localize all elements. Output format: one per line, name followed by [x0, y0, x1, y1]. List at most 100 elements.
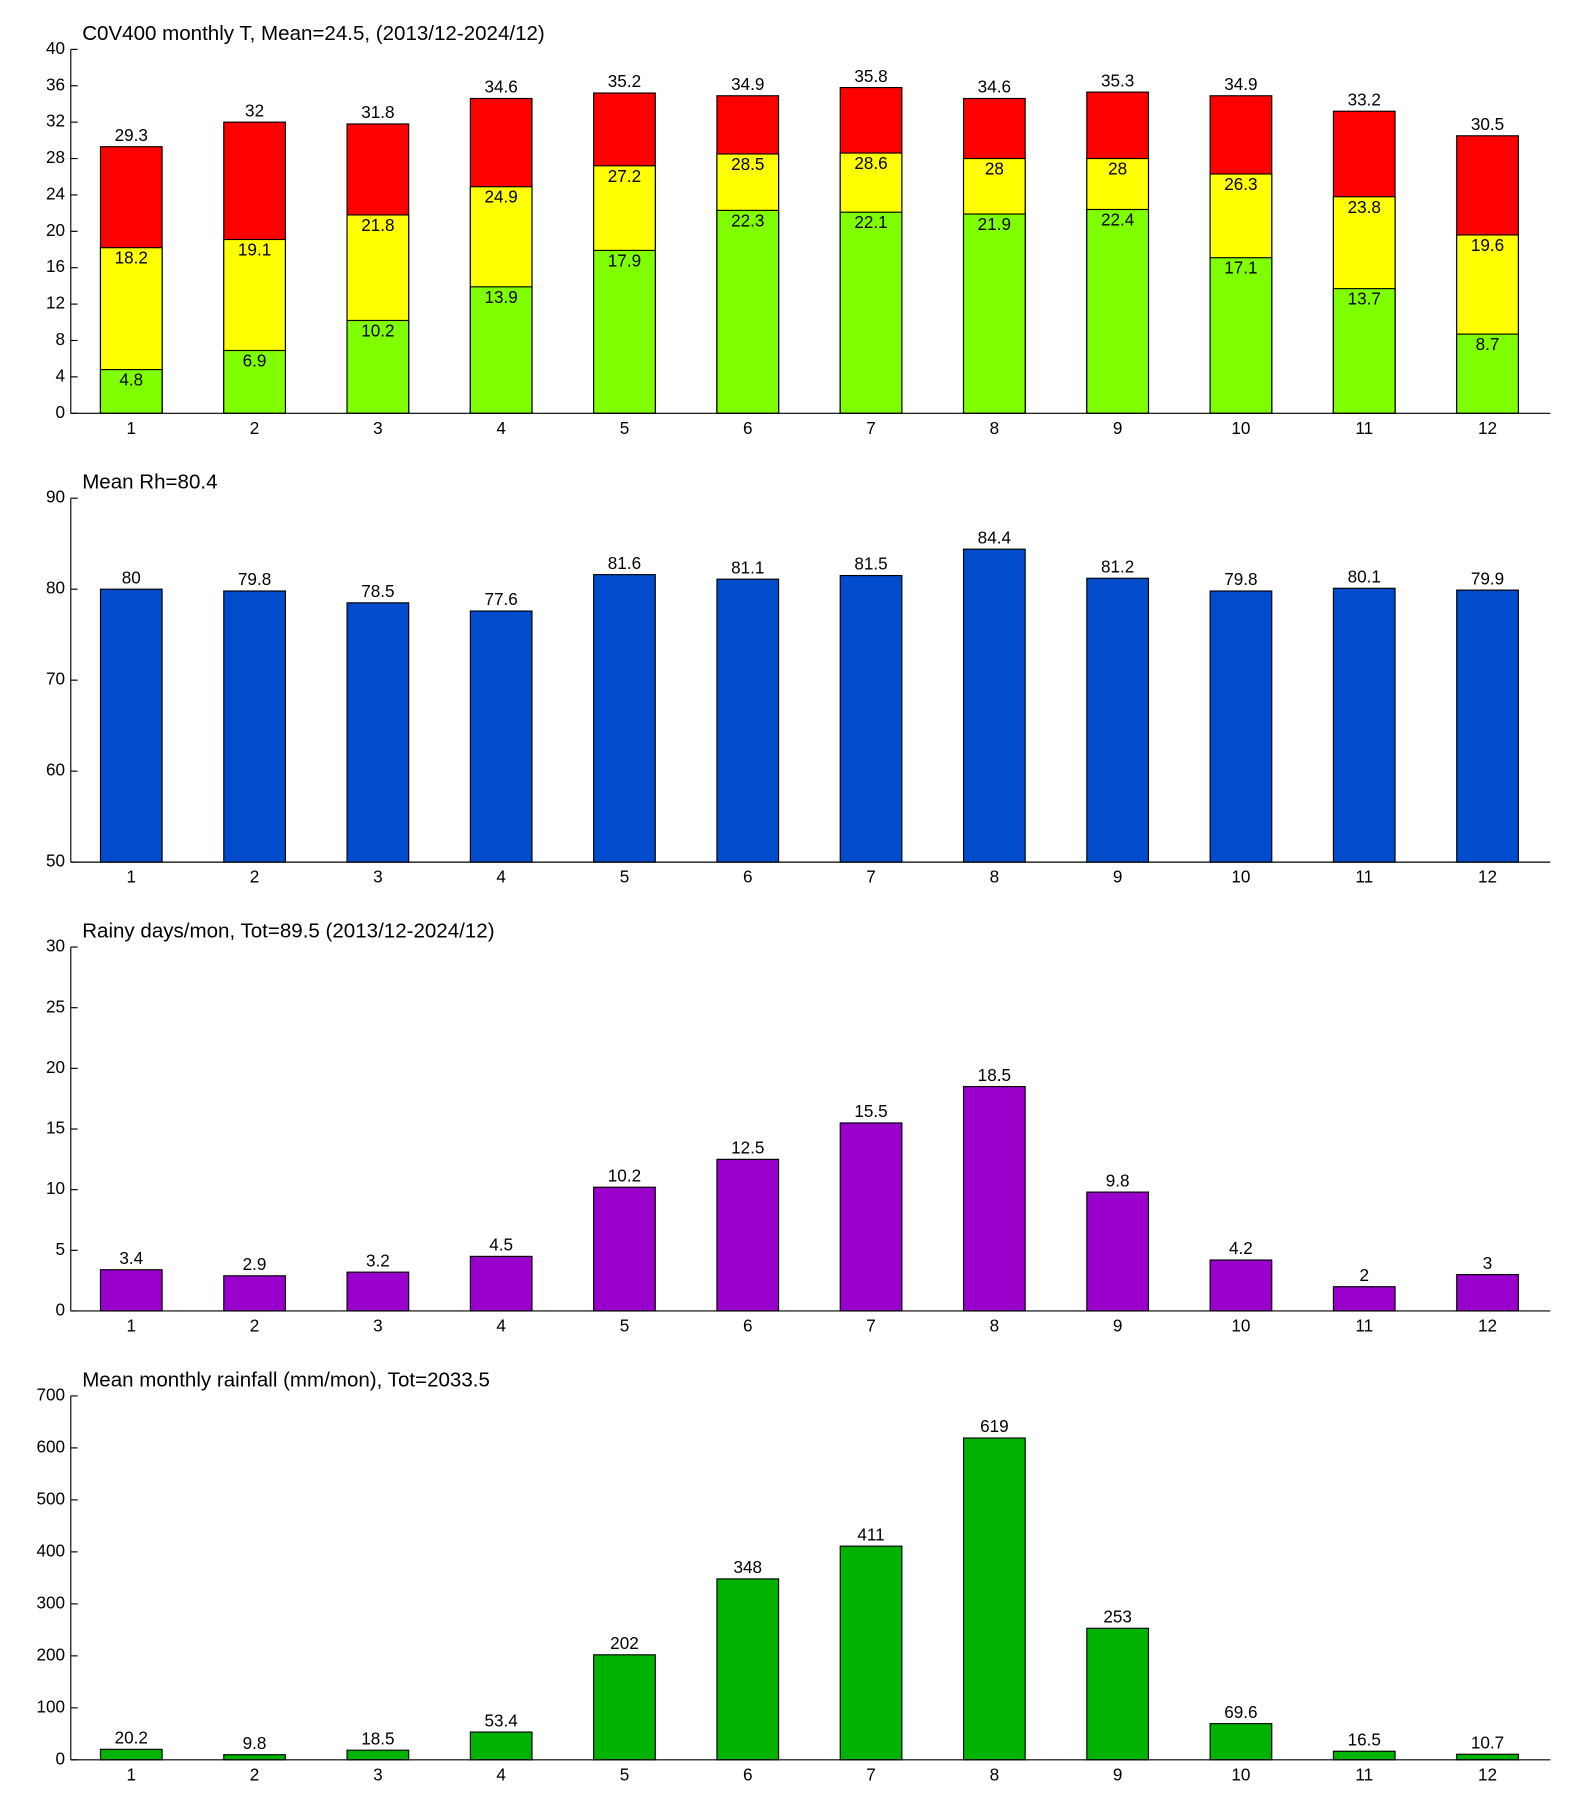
data-label: 18.5: [361, 1728, 394, 1748]
data-label: 81.1: [731, 557, 764, 577]
data-label: 32: [245, 100, 264, 120]
x-tick-label: 10: [1231, 867, 1250, 887]
bar: [1332, 587, 1396, 863]
x-tick-label: 4: [496, 1764, 506, 1784]
data-label: 35.8: [854, 66, 887, 86]
x-tick-label: 1: [127, 867, 137, 887]
bar: [346, 1271, 410, 1312]
y-tick-label: 20: [46, 220, 65, 240]
bar: [469, 1255, 533, 1312]
x-tick-label: 9: [1113, 867, 1123, 887]
data-label: 81.6: [608, 553, 641, 573]
y-tick-label: 0: [56, 402, 66, 422]
bar: [1456, 333, 1519, 414]
bar: [1456, 589, 1519, 863]
data-label: 21.8: [361, 215, 394, 235]
x-tick-label: 5: [620, 867, 630, 887]
x-tick-label: 4: [496, 418, 506, 438]
y-tick-label: 500: [37, 1488, 66, 1508]
y-tick-label: 0: [56, 1748, 66, 1768]
data-label: 23.8: [1348, 197, 1381, 217]
bar: [962, 1437, 1026, 1761]
chart-title: Rainy days/mon, Tot=89.5 (2013/12-2024/1…: [82, 920, 494, 943]
data-label: 26.3: [1224, 174, 1257, 194]
x-tick-label: 2: [250, 1764, 260, 1784]
y-tick-label: 80: [46, 578, 65, 598]
x-tick-label: 12: [1478, 418, 1497, 438]
x-tick-label: 3: [373, 418, 383, 438]
y-tick-label: 200: [37, 1644, 66, 1664]
data-label: 79.8: [238, 569, 271, 589]
x-tick-label: 3: [373, 1316, 383, 1336]
data-label: 10.2: [361, 320, 394, 340]
x-tick-label: 7: [866, 867, 876, 887]
y-tick-label: 0: [56, 1299, 66, 1319]
bar: [716, 1158, 780, 1312]
data-label: 9.8: [1106, 1170, 1130, 1190]
bar: [962, 548, 1026, 863]
data-label: 2.9: [243, 1254, 267, 1274]
data-label: 28.6: [854, 153, 887, 173]
bar: [469, 286, 533, 414]
y-tick-label: 15: [46, 1118, 65, 1138]
x-tick-label: 10: [1231, 1764, 1250, 1784]
x-tick-label: 8: [990, 1764, 1000, 1784]
y-tick-label: 25: [46, 996, 65, 1016]
data-label: 4.8: [119, 370, 143, 390]
x-tick-label: 7: [866, 1316, 876, 1336]
data-label: 34.6: [978, 77, 1011, 97]
data-label: 18.2: [115, 248, 148, 268]
bar: [1209, 1723, 1273, 1761]
data-label: 34.9: [1224, 74, 1257, 94]
data-label: 79.8: [1224, 569, 1257, 589]
x-tick-label: 1: [127, 1316, 137, 1336]
bar: [1209, 590, 1273, 863]
x-tick-label: 2: [250, 1316, 260, 1336]
x-tick-label: 3: [373, 1764, 383, 1784]
x-tick-label: 7: [866, 418, 876, 438]
y-tick-label: 12: [46, 293, 65, 313]
bar: [1456, 1274, 1519, 1312]
data-label: 10.2: [608, 1165, 641, 1185]
y-tick-label: 32: [46, 111, 65, 131]
data-label: 4.5: [489, 1235, 513, 1255]
data-label: 253: [1103, 1606, 1132, 1626]
data-label: 69.6: [1224, 1702, 1257, 1722]
bar: [1086, 208, 1150, 414]
x-tick-label: 7: [866, 1764, 876, 1784]
bar: [99, 588, 163, 863]
y-tick-label: 600: [37, 1436, 66, 1456]
data-label: 22.3: [731, 210, 764, 230]
data-label: 8.7: [1476, 334, 1500, 354]
data-label: 35.3: [1101, 70, 1134, 90]
x-tick-label: 2: [250, 867, 260, 887]
x-tick-label: 4: [496, 867, 506, 887]
x-tick-label: 11: [1355, 1764, 1373, 1784]
data-label: 22.1: [854, 212, 887, 232]
data-label: 84.4: [978, 527, 1012, 547]
x-tick-label: 6: [743, 418, 753, 438]
data-label: 3.4: [119, 1248, 143, 1268]
data-label: 21.9: [978, 214, 1011, 234]
bar: [962, 1085, 1026, 1312]
bar: [1086, 577, 1150, 863]
bar: [593, 1186, 656, 1312]
bar: [346, 319, 410, 414]
data-label: 33.2: [1348, 89, 1381, 109]
data-label: 28: [985, 159, 1004, 179]
bar: [839, 574, 903, 863]
x-tick-label: 8: [990, 418, 1000, 438]
data-label: 10.7: [1471, 1732, 1504, 1752]
y-tick-label: 36: [46, 74, 65, 94]
data-label: 3: [1483, 1253, 1493, 1273]
data-label: 13.7: [1348, 289, 1381, 309]
data-label: 18.5: [978, 1065, 1011, 1085]
data-label: 6.9: [243, 350, 267, 370]
x-tick-label: 8: [990, 1316, 1000, 1336]
bar: [839, 1122, 903, 1312]
y-tick-label: 20: [46, 1057, 65, 1077]
data-label: 348: [733, 1557, 762, 1577]
y-tick-label: 70: [46, 669, 65, 689]
x-tick-label: 10: [1231, 418, 1250, 438]
